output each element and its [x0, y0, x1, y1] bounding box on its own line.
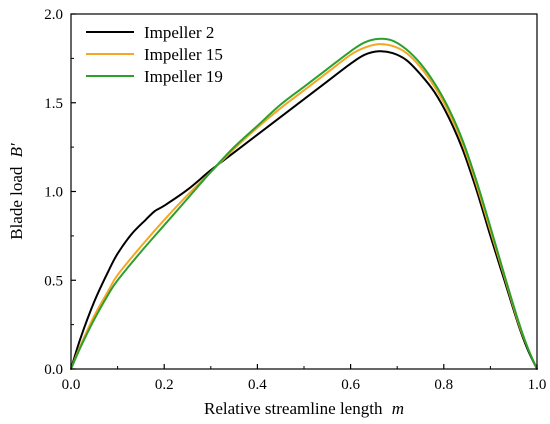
x-axis: 0.0 0.2 0.4 0.6 0.8 1.0	[62, 364, 547, 393]
plot-frame	[70, 13, 538, 370]
x-tick-label: 0.4	[248, 377, 267, 393]
x-tick-label: 0.0	[62, 377, 81, 393]
y-tick-label: 2.0	[44, 7, 63, 23]
legend-label-3: Impeller 19	[144, 67, 223, 86]
legend-label-1: Impeller 2	[144, 23, 214, 42]
x-axis-symbol: m	[392, 399, 404, 418]
x-tick-label: 0.2	[155, 377, 174, 393]
x-tick-label: 0.6	[341, 377, 360, 393]
series-line-2	[70, 43, 538, 370]
y-tick-label: 1.5	[44, 96, 63, 112]
legend: Impeller 2 Impeller 15 Impeller 19	[86, 23, 223, 86]
series-line-3	[70, 37, 538, 370]
x-tick-label: 0.8	[434, 377, 453, 393]
x-axis-title: Relative streamline length m	[204, 399, 404, 418]
y-tick-label: 1.0	[44, 185, 63, 201]
y-tick-label: 0.0	[44, 362, 63, 378]
series-layer	[70, 37, 538, 370]
y-tick-label: 0.5	[44, 273, 63, 289]
x-tick-label: 1.0	[528, 377, 547, 393]
y-axis-title-text: Blade load	[7, 166, 26, 240]
y-axis-symbol: B′	[7, 143, 26, 157]
y-axis: 0.0 0.5 1.0 1.5 2.0	[44, 7, 76, 378]
legend-label-2: Impeller 15	[144, 45, 223, 64]
y-axis-title: Blade load B′	[7, 143, 26, 240]
series-line-1	[70, 50, 538, 370]
x-axis-title-text: Relative streamline length	[204, 399, 383, 418]
